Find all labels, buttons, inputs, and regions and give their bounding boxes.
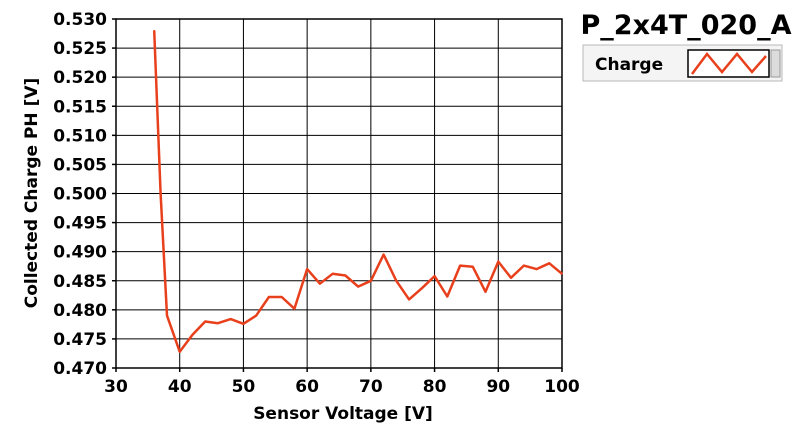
x-tick-label: 50 (232, 377, 256, 397)
series-line-charge (152, 30, 563, 353)
data-point (433, 275, 436, 277)
data-point (331, 272, 334, 275)
data-point (268, 296, 270, 298)
x-tick-label: 70 (359, 377, 383, 397)
x-tick-label: 60 (295, 377, 319, 397)
y-tick-labels: 0.470 0.475 0.480 0.485 0.490 0.495 0.500 0.505… (53, 10, 107, 379)
data-point (408, 298, 410, 301)
grid-lines (112, 18, 563, 372)
y-tick-label: 0.480 (53, 301, 107, 321)
data-point (395, 279, 398, 282)
data-point (548, 262, 551, 265)
data-point (497, 260, 500, 263)
x-tick-label: 40 (168, 377, 192, 397)
y-tick-label: 0.475 (53, 330, 107, 350)
data-point (421, 287, 423, 290)
data-point (242, 322, 245, 325)
x-tick-label: 90 (486, 377, 510, 397)
data-point (522, 264, 525, 267)
data-point (166, 314, 168, 317)
data-point (229, 318, 232, 320)
data-point (510, 277, 512, 279)
y-tick-label: 0.470 (53, 359, 107, 379)
y-tick-label: 0.485 (53, 272, 107, 292)
x-tick-label: 100 (544, 377, 580, 397)
chart-title: P_2x4T_020_A (581, 10, 792, 41)
y-tick-label: 0.520 (53, 68, 107, 88)
legend: Charge (582, 44, 783, 82)
y-tick-label: 0.510 (53, 126, 107, 146)
y-tick-label: 0.525 (53, 39, 107, 59)
data-point (535, 268, 538, 270)
y-tick-label: 0.490 (53, 243, 107, 263)
series-layer (152, 29, 563, 353)
data-point (319, 282, 321, 285)
data-point (306, 268, 308, 270)
x-tick-label: 30 (104, 377, 128, 397)
data-point (446, 295, 449, 298)
y-tick-label: 0.500 (53, 185, 107, 205)
y-tick-label: 0.495 (53, 214, 107, 234)
y-tick-label: 0.505 (53, 155, 107, 175)
data-point (280, 296, 283, 298)
data-point (344, 274, 347, 277)
x-axis-title: Sensor Voltage [V] (253, 404, 433, 424)
data-point (484, 291, 487, 293)
data-point (472, 265, 474, 268)
data-point (191, 334, 194, 336)
data-point (178, 350, 181, 353)
x-tick-labels: 30 40 50 60 70 80 90 100 (104, 377, 580, 397)
data-point (561, 272, 563, 275)
data-point (255, 314, 257, 317)
legend-scroll-strip[interactable] (770, 49, 781, 78)
data-point (459, 264, 461, 267)
data-point (370, 279, 372, 282)
legend-swatch-line (691, 51, 767, 75)
data-point (153, 29, 156, 32)
data-point (159, 192, 162, 195)
y-tick-label: 0.530 (53, 10, 107, 30)
data-point (382, 253, 385, 256)
data-point (357, 285, 359, 288)
legend-label-charge: Charge (595, 55, 663, 75)
data-point (293, 307, 296, 310)
y-axis-title: Collected Charge PH [V] (22, 78, 42, 309)
y-tick-label: 0.515 (53, 97, 107, 117)
x-tick-label: 80 (423, 377, 447, 397)
data-point (204, 320, 206, 323)
data-point (217, 322, 219, 325)
legend-swatch[interactable] (687, 49, 770, 78)
